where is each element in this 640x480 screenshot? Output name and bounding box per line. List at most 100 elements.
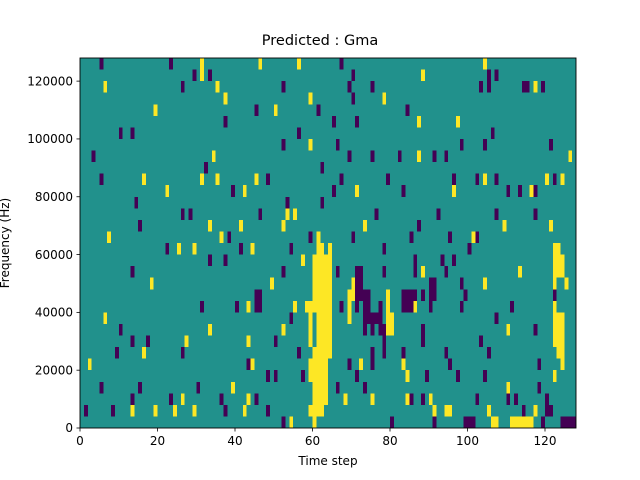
heatmap-cell-low <box>254 104 259 116</box>
heatmap-cell-high <box>494 416 499 428</box>
heatmap-cell-high <box>130 404 135 417</box>
heatmap-cell-high <box>312 277 317 313</box>
heatmap-cell-high <box>192 243 197 255</box>
heatmap-cell-high <box>390 312 394 336</box>
heatmap-cell-low <box>560 416 565 428</box>
y-tick-label: 40000 <box>35 306 73 320</box>
heatmap-cell-low <box>91 150 96 163</box>
heatmap-cell-high <box>533 81 538 93</box>
heatmap-cell-high <box>386 289 391 336</box>
heatmap-cell-low <box>300 370 305 382</box>
heatmap-cell-high <box>545 173 549 186</box>
heatmap-cell-high <box>560 173 565 186</box>
heatmap-cell-low <box>99 173 104 186</box>
heatmap-cell-high <box>455 115 460 128</box>
heatmap-cell-high <box>142 173 146 186</box>
heatmap-cell-high <box>529 185 534 197</box>
heatmap-cell-low <box>130 335 135 348</box>
heatmap-cell-high <box>362 219 367 232</box>
heatmap-cell-high <box>200 173 205 186</box>
heatmap-cell-low <box>359 266 363 301</box>
heatmap-cell-low <box>118 127 123 139</box>
heatmap-cell-low <box>452 254 456 267</box>
heatmap-cell-low <box>246 358 251 371</box>
heatmap-cell-low <box>390 416 394 428</box>
heatmap-cell-low <box>409 289 414 313</box>
heatmap-cell-high <box>560 312 565 371</box>
x-tick-label: 60 <box>305 434 320 448</box>
heatmap-cell-high <box>308 358 313 382</box>
heatmap-cell-low <box>362 381 367 394</box>
heatmap-cell-high <box>517 416 522 428</box>
heatmap-cell-low <box>444 266 449 278</box>
heatmap-cell-low <box>405 289 410 313</box>
heatmap-cell-high <box>238 219 243 232</box>
heatmap-cell-high <box>517 266 522 278</box>
heatmap-cell-low <box>572 416 577 428</box>
heatmap-cell-high <box>293 300 298 313</box>
heatmap-cell-low <box>138 219 143 232</box>
heatmap-cell-high <box>552 323 557 336</box>
heatmap-cell-high <box>552 370 557 382</box>
heatmap-cell-low <box>130 266 135 278</box>
heatmap-cell-high <box>417 150 422 163</box>
heatmap-cell-low <box>169 58 174 70</box>
heatmap-cell-high <box>153 404 158 417</box>
heatmap-cell-low <box>169 393 174 405</box>
heatmap-cell-low <box>130 127 135 139</box>
heatmap-cell-low <box>533 208 538 220</box>
x-axis: 0 20 40 60 80 100 120 <box>76 428 556 448</box>
heatmap-cell-high <box>502 219 507 232</box>
heatmap-cell-low <box>339 58 344 70</box>
heatmap-cell-low <box>180 81 185 93</box>
heatmap-cell-low <box>444 347 449 359</box>
heatmap-cell-high <box>242 185 247 197</box>
heatmap-cell-high <box>552 300 557 348</box>
heatmap-cell-high <box>219 231 224 243</box>
heatmap-cell-low <box>281 416 286 428</box>
x-tick-label: 80 <box>382 434 397 448</box>
heatmap-cell-high <box>258 58 263 70</box>
heatmap-cell-low <box>99 58 104 70</box>
heatmap-cell-high <box>107 231 112 243</box>
heatmap-cell-low <box>382 266 387 278</box>
y-tick-label: 120000 <box>27 74 73 88</box>
heatmap-cell-high <box>207 323 212 336</box>
heatmap-cell-low <box>459 138 464 151</box>
heatmap-cell-high <box>308 300 313 348</box>
heatmap-cell-high <box>246 300 251 313</box>
heatmap-cell-low <box>351 92 356 105</box>
heatmap-cell-high <box>548 219 553 232</box>
heatmap-cell-low <box>514 393 518 405</box>
heatmap-cell-high <box>312 347 317 405</box>
heatmap-cell-low <box>459 300 464 313</box>
heatmap-cell-high <box>246 393 251 405</box>
heatmap-cell-high <box>184 335 189 348</box>
heatmap-cell-low <box>281 81 286 93</box>
heatmap-cell-low <box>219 393 224 405</box>
heatmap-cell-low <box>486 347 491 359</box>
heatmap-cell-high <box>510 416 515 428</box>
heatmap-cell-low <box>413 254 418 267</box>
heatmap-cell-high <box>293 208 298 220</box>
heatmap-cell-low <box>417 219 422 232</box>
heatmap-cell-high <box>556 312 561 359</box>
y-tick-label: 0 <box>65 421 73 435</box>
heatmap-cell-low <box>118 323 123 336</box>
heatmap-cell-high <box>564 277 569 290</box>
heatmap-cell-low <box>180 208 185 220</box>
heatmap-cell-high <box>343 393 348 405</box>
heatmap-cell-high <box>448 404 453 417</box>
heatmap-cell-low <box>335 381 340 394</box>
heatmap-cell-high <box>103 312 108 324</box>
heatmap-cell-low <box>235 300 239 313</box>
heatmap-cell-high <box>273 104 278 116</box>
heatmap-cell-low <box>525 81 530 93</box>
heatmap-cell-high <box>242 404 247 417</box>
heatmap-cell-low <box>370 358 375 371</box>
heatmap-cell-high <box>486 404 491 417</box>
heatmap-cell-low <box>463 289 468 301</box>
heatmap-cell-low <box>254 289 259 313</box>
heatmap-cell-low <box>289 243 294 255</box>
heatmap-cell-high <box>514 416 518 428</box>
